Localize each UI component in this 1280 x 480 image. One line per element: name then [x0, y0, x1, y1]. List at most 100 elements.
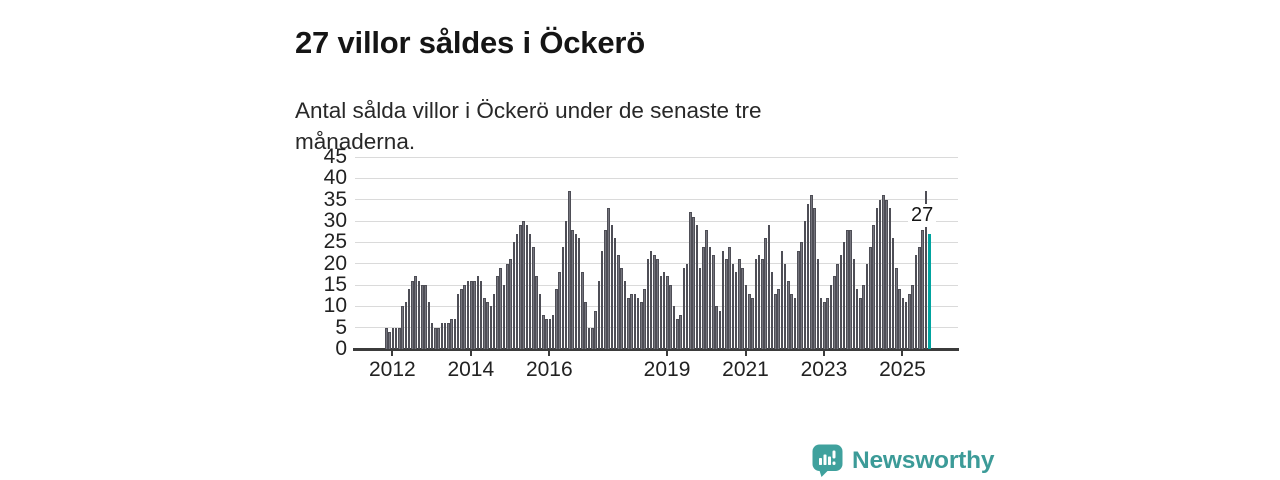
gridline: [355, 177, 958, 179]
bar: [774, 293, 777, 349]
bar: [470, 280, 473, 349]
bar: [401, 306, 404, 349]
bar: [891, 238, 895, 349]
bar: [721, 250, 725, 349]
x-axis-tick: [666, 349, 669, 356]
bar: [505, 263, 509, 349]
bar: [712, 255, 715, 349]
x-axis-tick-label: 2014: [447, 358, 495, 381]
x-axis-tick: [744, 349, 747, 356]
bar: [571, 229, 574, 349]
x-axis-tick: [391, 349, 394, 356]
bar: [793, 297, 797, 349]
bar: [862, 285, 865, 349]
bar: [515, 233, 519, 349]
bar: [731, 263, 735, 349]
bar: [659, 276, 663, 349]
bar: [643, 289, 646, 349]
bar: [525, 225, 529, 349]
bar: [908, 293, 911, 349]
bar: [738, 259, 741, 349]
bar: [564, 221, 568, 349]
x-axis-tick-label: 2016: [525, 358, 573, 381]
gridline: [355, 241, 958, 243]
bar: [823, 302, 826, 349]
plot-area: 27 0 5 10 15 20 25 30 35 40 45 2012 2014 2016 2019 202…: [324, 145, 959, 381]
bar: [541, 314, 545, 349]
bar: [728, 246, 731, 349]
bar: [826, 297, 829, 349]
chart-subtitle: Antal sålda villor i Öckerö under de sen…: [295, 97, 762, 154]
bar: [626, 297, 630, 349]
bar: [636, 297, 640, 349]
bar: [604, 229, 607, 349]
y-axis-tick-label: 35: [323, 187, 347, 211]
bar: [535, 276, 538, 349]
bar: [450, 319, 453, 349]
bar: [859, 297, 862, 349]
bar: [620, 267, 623, 349]
bar: [852, 259, 856, 349]
bar: [486, 302, 489, 349]
bar: [509, 259, 512, 349]
bar: [600, 250, 604, 349]
bar: [702, 246, 705, 349]
bar: [440, 323, 444, 349]
x-axis-tick-label: 2019: [643, 358, 691, 381]
bar: [914, 255, 918, 349]
bar: [744, 285, 748, 349]
x-axis-tick-label: 2021: [722, 358, 769, 381]
bar: [708, 246, 712, 349]
bar: [587, 327, 591, 349]
bar: [761, 259, 764, 349]
bar: [558, 272, 561, 349]
x-axis-tick: [469, 349, 472, 356]
bar: [875, 208, 879, 349]
bar: [741, 267, 744, 349]
bar: [839, 255, 843, 349]
bar: [888, 208, 892, 349]
bar: [770, 272, 774, 349]
bar: [921, 229, 924, 349]
gridline: [355, 199, 958, 201]
bar: [898, 289, 901, 349]
bar: [783, 263, 787, 349]
bar: [904, 302, 908, 349]
bar: [747, 293, 751, 349]
y-axis-tick-label: 45: [323, 145, 347, 168]
bar: [885, 199, 888, 349]
x-axis-tick: [901, 349, 904, 356]
bar: [434, 327, 437, 349]
newsworthy-logo-icon: [812, 444, 843, 477]
bar: [882, 195, 885, 349]
bar: [849, 229, 852, 349]
bar: [417, 280, 421, 349]
bar: [456, 293, 460, 349]
bar: [842, 242, 846, 349]
bar: [819, 297, 823, 349]
bar: [832, 276, 836, 349]
bar: [594, 310, 597, 349]
bar: [656, 259, 659, 349]
bar: [430, 323, 434, 349]
bar: [591, 327, 594, 349]
bar: [633, 293, 637, 349]
bar: [385, 327, 388, 349]
last-value-annotation: 27: [908, 204, 937, 227]
bar: [662, 272, 666, 349]
bar: [630, 293, 633, 349]
bar: [653, 255, 656, 349]
bar: [532, 246, 535, 349]
bar: [414, 276, 417, 349]
bar: [394, 327, 398, 349]
bar: [865, 263, 869, 349]
bar: [548, 319, 552, 349]
bar: [404, 302, 408, 349]
bar: [561, 246, 565, 349]
bar: [698, 267, 702, 349]
bar: [479, 280, 483, 349]
bar: [584, 302, 588, 349]
bar: [780, 250, 784, 349]
y-axis-tick-label: 0: [335, 337, 347, 360]
